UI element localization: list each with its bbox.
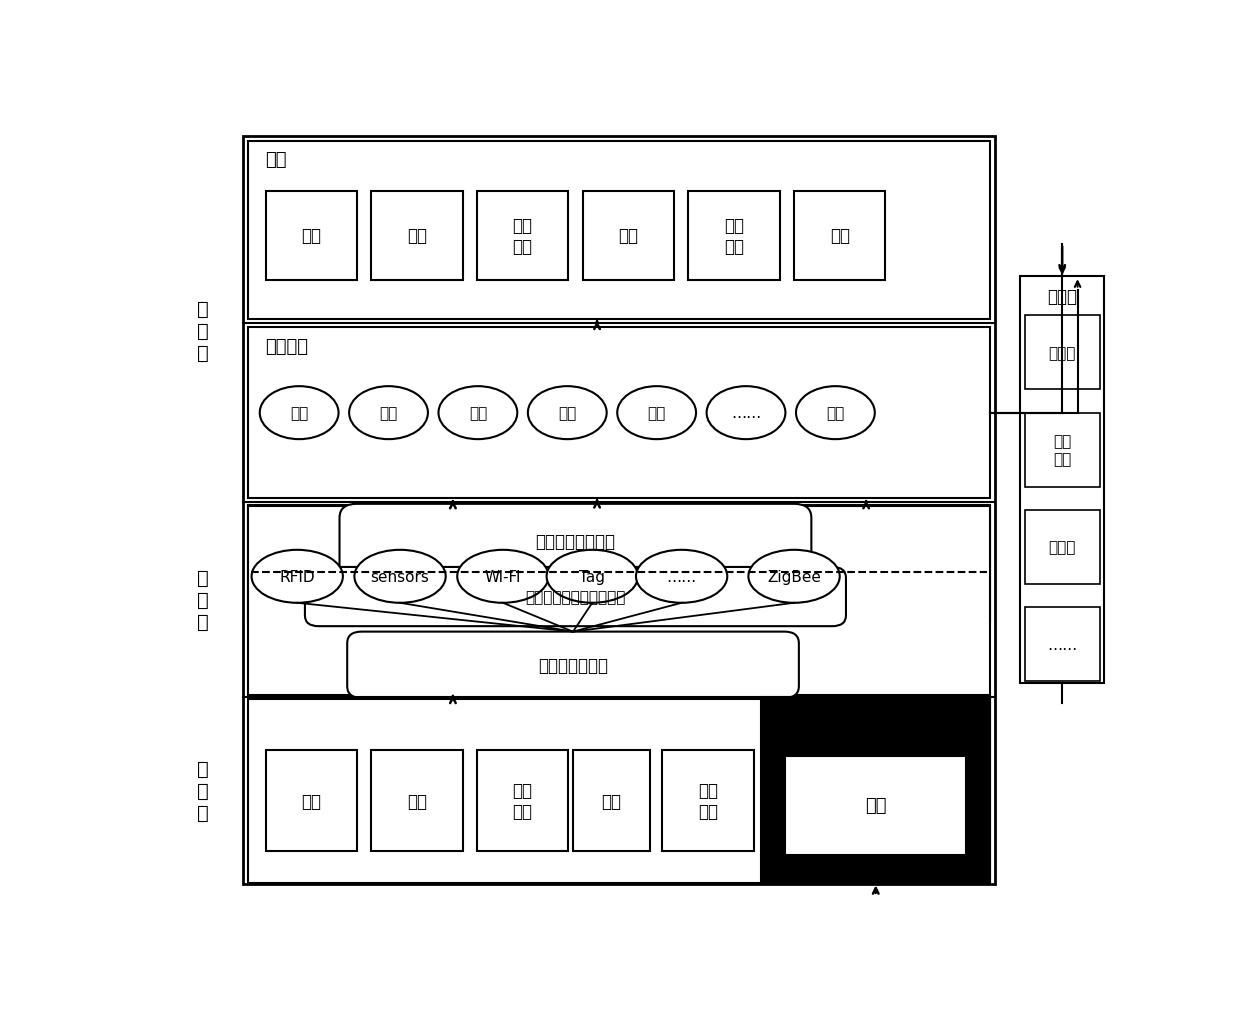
Ellipse shape: [355, 550, 445, 604]
Text: 通
信
层: 通 信 层: [197, 568, 208, 632]
Ellipse shape: [528, 387, 606, 440]
Text: Tag: Tag: [579, 569, 605, 584]
Text: 机器
设备: 机器 设备: [512, 216, 533, 256]
FancyBboxPatch shape: [662, 750, 754, 851]
Text: 墙面: 墙面: [301, 792, 321, 810]
FancyBboxPatch shape: [477, 191, 568, 281]
FancyBboxPatch shape: [583, 191, 675, 281]
Text: 过滤｜清洗｜映射｜融合: 过滤｜清洗｜映射｜融合: [526, 589, 626, 605]
Text: 分类: 分类: [379, 405, 398, 421]
FancyBboxPatch shape: [1019, 277, 1105, 683]
Text: 推理: 推理: [647, 405, 666, 421]
Ellipse shape: [350, 387, 428, 440]
Text: ……: ……: [667, 569, 697, 584]
Text: 机器
设备: 机器 设备: [512, 782, 533, 820]
Ellipse shape: [547, 550, 637, 604]
FancyBboxPatch shape: [347, 632, 799, 699]
Text: 墙面: 墙面: [301, 227, 321, 245]
Text: 空调: 空调: [866, 797, 887, 815]
Text: RFID: RFID: [279, 569, 315, 584]
FancyBboxPatch shape: [1024, 511, 1100, 584]
Text: 人体: 人体: [601, 792, 621, 810]
Text: 人体: 人体: [619, 227, 639, 245]
Text: 控制层: 控制层: [1048, 287, 1078, 305]
Ellipse shape: [259, 387, 339, 440]
Text: 加热量: 加热量: [1049, 540, 1076, 555]
FancyBboxPatch shape: [371, 750, 463, 851]
FancyBboxPatch shape: [340, 504, 811, 579]
FancyBboxPatch shape: [248, 506, 990, 621]
FancyBboxPatch shape: [573, 750, 650, 851]
Text: 纺纱工业物联网: 纺纱工业物联网: [538, 656, 608, 674]
FancyBboxPatch shape: [477, 750, 568, 851]
Text: 窗户: 窗户: [407, 227, 427, 245]
Ellipse shape: [618, 387, 696, 440]
Text: 出风量: 出风量: [1049, 346, 1076, 360]
Text: 信
息
层: 信 息 层: [197, 300, 208, 363]
Text: 物
理
层: 物 理 层: [197, 759, 208, 822]
Text: 挖掘: 挖掘: [558, 405, 577, 421]
FancyBboxPatch shape: [248, 328, 990, 498]
Ellipse shape: [439, 387, 517, 440]
FancyBboxPatch shape: [761, 698, 990, 883]
Text: ……: ……: [730, 405, 761, 421]
Text: 智能计算: 智能计算: [265, 338, 309, 356]
FancyBboxPatch shape: [248, 143, 990, 319]
Text: 聚类: 聚类: [469, 405, 487, 421]
FancyBboxPatch shape: [243, 136, 994, 885]
Text: 照明
设备: 照明 设备: [724, 216, 744, 256]
FancyBboxPatch shape: [305, 567, 846, 627]
Ellipse shape: [707, 387, 785, 440]
FancyBboxPatch shape: [1024, 413, 1100, 487]
FancyBboxPatch shape: [248, 700, 990, 883]
Text: 窗户: 窗户: [407, 792, 427, 810]
FancyBboxPatch shape: [1024, 315, 1100, 390]
Text: 照明
设备: 照明 设备: [698, 782, 718, 820]
FancyBboxPatch shape: [794, 191, 885, 281]
Ellipse shape: [458, 550, 548, 604]
Ellipse shape: [636, 550, 728, 604]
FancyBboxPatch shape: [248, 507, 990, 695]
Text: 出风
方向: 出风 方向: [1053, 434, 1071, 466]
Ellipse shape: [796, 387, 874, 440]
Text: 优化: 优化: [826, 405, 844, 421]
Text: 镜像: 镜像: [265, 152, 286, 169]
FancyBboxPatch shape: [785, 756, 966, 855]
Text: 空调: 空调: [830, 227, 849, 245]
FancyBboxPatch shape: [1024, 608, 1100, 681]
Text: ……: ……: [1047, 637, 1078, 652]
Text: Wi-Fi: Wi-Fi: [485, 569, 521, 584]
FancyBboxPatch shape: [688, 191, 780, 281]
Ellipse shape: [252, 550, 343, 604]
Text: sensors: sensors: [371, 569, 429, 584]
FancyBboxPatch shape: [371, 191, 463, 281]
Text: 纺纱温度数据平台: 纺纱温度数据平台: [536, 533, 615, 551]
Ellipse shape: [749, 550, 839, 604]
Text: 分析: 分析: [290, 405, 309, 421]
Text: ZigBee: ZigBee: [768, 569, 821, 584]
FancyBboxPatch shape: [265, 750, 357, 851]
FancyBboxPatch shape: [265, 191, 357, 281]
